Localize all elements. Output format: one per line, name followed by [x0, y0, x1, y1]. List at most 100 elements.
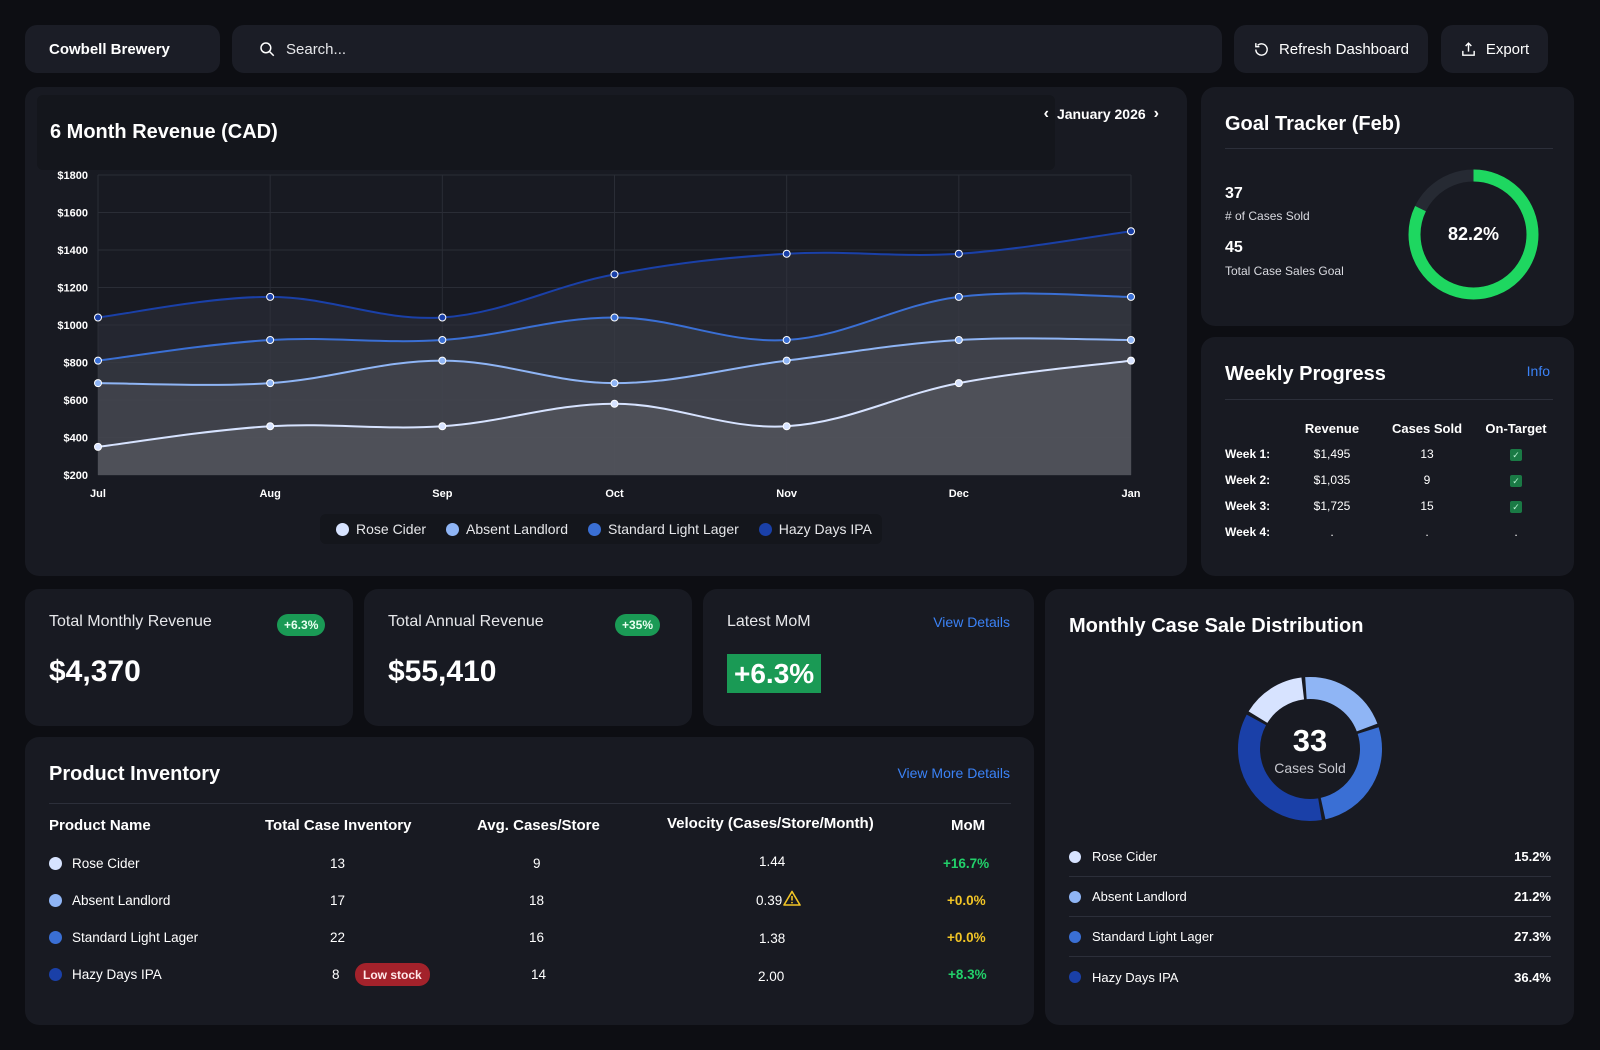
product-velocity: 1.44 [759, 854, 786, 869]
data-point[interactable] [1127, 292, 1135, 301]
annual-revenue-card: Total Annual Revenue +35% $55,410 [364, 589, 692, 726]
table-row[interactable]: Rose Cider 13 9 1.44 +16.7% [49, 852, 1011, 876]
product-dot [49, 931, 62, 944]
x-tick-label: Oct [605, 488, 624, 500]
product-dot [49, 894, 62, 907]
week-label: Week 3: [1225, 499, 1271, 513]
data-point[interactable] [610, 399, 619, 408]
data-point[interactable] [782, 249, 791, 258]
data-point[interactable] [266, 336, 275, 344]
legend-label: Rose Cider [356, 521, 427, 537]
donut-slice[interactable] [1248, 677, 1305, 724]
product-velocity: 0.39 [756, 893, 783, 908]
legend-dot [446, 522, 460, 536]
data-point[interactable] [610, 313, 619, 322]
data-point[interactable] [1127, 336, 1135, 344]
annual-revenue-value: $55,410 [388, 655, 497, 688]
product-velocity: 1.38 [759, 931, 786, 946]
data-point[interactable] [438, 422, 447, 431]
warning-icon [783, 890, 801, 909]
data-point[interactable] [610, 270, 619, 279]
data-point[interactable] [438, 336, 447, 344]
legend-item[interactable]: Rose Cider [336, 521, 426, 537]
refresh-icon [1255, 42, 1268, 56]
data-point[interactable] [1127, 356, 1135, 365]
distribution-name: Absent Landlord [1092, 889, 1187, 904]
data-point[interactable] [94, 442, 102, 451]
data-point[interactable] [954, 336, 963, 344]
data-point[interactable] [954, 292, 963, 301]
monthly-revenue-badge: +6.3% [277, 614, 326, 636]
y-tick-label: $1400 [57, 245, 88, 257]
low-stock-badge: Low stock [355, 963, 430, 986]
distribution-pct: 21.2% [1514, 889, 1551, 904]
monthly-revenue-card: Total Monthly Revenue +6.3% $4,370 [25, 589, 353, 726]
donut-slice[interactable] [1238, 714, 1322, 821]
weekly-row: Week 4: . . . [1225, 519, 1555, 545]
donut-slice[interactable] [1305, 677, 1378, 732]
data-point[interactable] [954, 379, 963, 388]
x-tick-label: Jul [90, 488, 106, 500]
data-point[interactable] [266, 292, 275, 301]
table-row[interactable]: Standard Light Lager 22 16 1.38 +0.0% [49, 926, 1011, 950]
x-tick-label: Aug [259, 488, 280, 500]
product-avg: 9 [533, 856, 541, 871]
col-revenue: Revenue [1304, 420, 1360, 436]
data-point[interactable] [266, 379, 275, 388]
donut-slice[interactable] [1320, 727, 1382, 820]
product-inventory: 17 [330, 893, 346, 908]
goal-tracker-card: Goal Tracker (Feb) 37 # of Cases Sold 45… [1201, 87, 1574, 326]
legend-item[interactable]: Absent Landlord [446, 521, 568, 537]
chart-legend: Rose Cider Absent Landlord Standard Ligh… [320, 514, 882, 544]
table-row[interactable]: Absent Landlord 17 18 0.39 +0.0% [49, 889, 1011, 913]
data-point[interactable] [782, 356, 791, 365]
chevron-left-icon[interactable]: ‹ [1043, 105, 1049, 122]
weekly-progress-title: Weekly Progress [1225, 363, 1386, 385]
distribution-dot [1069, 971, 1081, 983]
data-point[interactable] [94, 356, 102, 365]
data-point[interactable] [266, 422, 275, 431]
refresh-dashboard-button[interactable]: Refresh Dashboard [1234, 25, 1428, 73]
legend-item[interactable]: Standard Light Lager [588, 521, 739, 537]
cases-sold-label: # of Cases Sold [1225, 209, 1310, 223]
cases-sold-total-label: Cases Sold [1274, 759, 1346, 776]
monthly-revenue-label: Total Monthly Revenue [49, 613, 212, 630]
series-area [98, 360, 1131, 475]
y-tick-label: $1200 [57, 283, 88, 295]
brand-name: Cowbell Brewery [25, 25, 220, 73]
distribution-name: Rose Cider [1092, 849, 1158, 864]
annual-revenue-label: Total Annual Revenue [388, 613, 544, 630]
legend-item[interactable]: Hazy Days IPA [758, 521, 872, 537]
search-bar[interactable]: Search... [232, 25, 1222, 73]
week-label: Week 4: [1225, 525, 1271, 539]
product-name: Standard Light Lager [72, 930, 199, 945]
distribution-dot [1069, 930, 1081, 943]
data-point[interactable] [782, 422, 791, 431]
week-revenue: $1,035 [1313, 473, 1351, 487]
case-distribution-card: Monthly Case Sale Distribution 33 Cases … [1045, 589, 1574, 1025]
data-point[interactable] [94, 379, 102, 388]
data-point[interactable] [782, 336, 791, 344]
table-row[interactable]: Hazy Days IPA 8 Low stock 14 2.00 +8.3% [49, 963, 1011, 987]
data-point[interactable] [438, 356, 447, 365]
info-link[interactable]: Info [1526, 363, 1550, 379]
revenue-chart-card: 6 Month Revenue (CAD) ‹ January 2026 › $… [25, 87, 1187, 576]
data-point[interactable] [1127, 227, 1135, 236]
view-more-details-link[interactable]: View More Details [897, 765, 1010, 781]
export-button[interactable]: Export [1441, 25, 1548, 73]
chevron-right-icon[interactable]: › [1153, 105, 1159, 122]
latest-mom-label: Latest MoM [727, 613, 811, 630]
y-tick-label: $600 [64, 395, 88, 407]
view-details-link[interactable]: View Details [933, 614, 1010, 630]
check-icon: ✓ [1510, 475, 1522, 487]
case-distribution-title: Monthly Case Sale Distribution [1069, 615, 1364, 637]
weekly-row: Week 2: $1,035 9 ✓ [1225, 467, 1555, 493]
week-cases: 13 [1420, 447, 1434, 461]
distribution-name: Standard Light Lager [1092, 929, 1214, 944]
data-point[interactable] [94, 313, 102, 322]
product-inventory: 8 [332, 967, 340, 982]
search-input[interactable]: Search... [286, 40, 347, 58]
data-point[interactable] [954, 249, 963, 258]
data-point[interactable] [610, 379, 619, 388]
data-point[interactable] [438, 313, 447, 322]
